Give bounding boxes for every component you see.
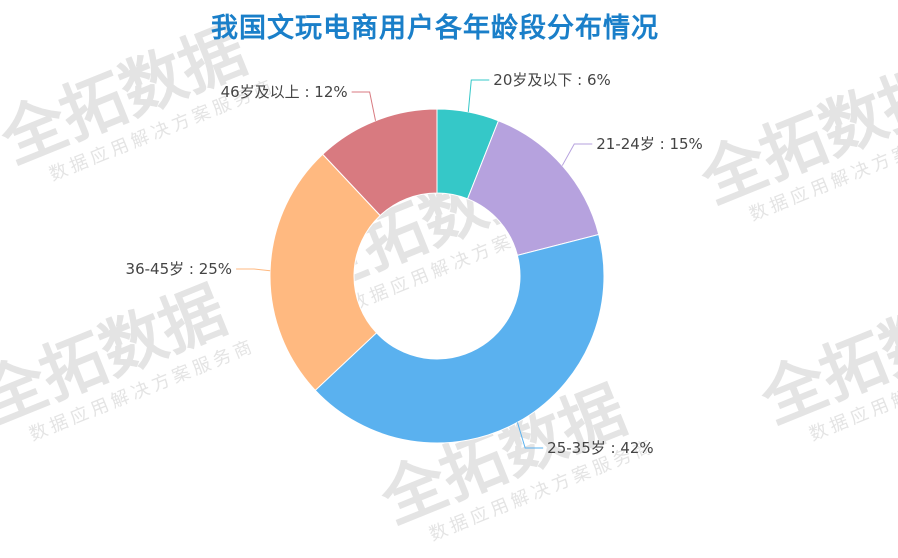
donut-chart: 20岁及以下 : 6% 21-24岁 : 15% 25-35岁 : 42% 36-45… [126,71,703,457]
slice-label: 21-24岁 : 15% [596,135,703,153]
slice-46岁及以上[interactable] [321,108,438,217]
slice-label: 36-45岁 : 25% [126,260,233,278]
slice-label: 25-35岁 : 42% [547,439,654,457]
slice-label: 46岁及以上 : 12% [221,83,348,101]
slice-36-45岁[interactable] [269,153,381,392]
chart-title: 我国文玩电商用户各年龄段分布情况 [211,13,659,44]
leader-line [516,422,544,449]
leader-line [351,91,377,121]
leader-line [561,143,593,166]
slice-25-35岁[interactable] [314,233,605,444]
leader-line [467,79,490,113]
slice-label: 20岁及以下 : 6% [493,71,610,89]
leader-line [236,268,271,272]
